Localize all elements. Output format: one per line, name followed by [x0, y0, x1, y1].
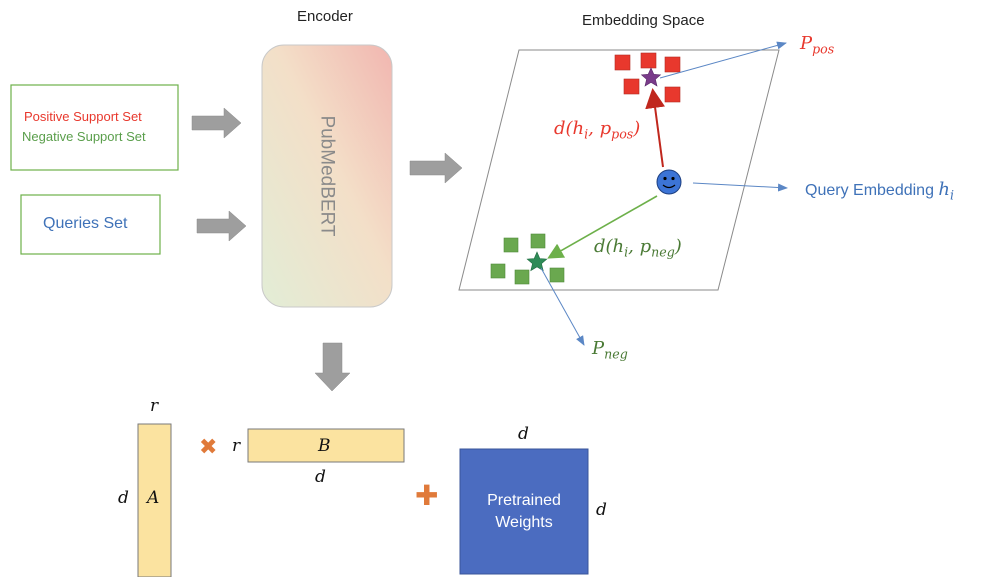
negative-cluster — [490, 233, 565, 285]
distance-positive-label: d(hi, ppos) — [554, 118, 641, 142]
plus-icon: ✚ — [415, 480, 439, 511]
arrow-queries-to-encoder — [196, 210, 247, 242]
negative-prototype-star — [526, 251, 548, 272]
callout-arrow-query — [692, 182, 788, 192]
p-pos-main: P — [800, 33, 813, 54]
matrix-a-label: A — [147, 488, 160, 508]
positive-point — [614, 54, 631, 71]
matrix-b — [247, 428, 405, 463]
distance-arrow-positive — [645, 88, 666, 168]
negative-point — [514, 269, 530, 285]
dneg-post: ) — [674, 236, 682, 257]
distance-arrow-negative — [547, 195, 658, 259]
dneg-mid: , p — [628, 236, 652, 257]
weights-top-label: d — [518, 424, 529, 444]
callout-arrow-pneg — [540, 267, 585, 346]
pretrained-weights-text: Pretrained Weights — [460, 449, 588, 574]
positive-cluster — [614, 52, 681, 103]
matrix-b-label: B — [318, 436, 331, 456]
matrix-a — [137, 423, 172, 577]
p-neg-label: Pneg — [592, 338, 628, 362]
positive-point — [664, 56, 681, 73]
matrix-a-rows-label: d — [118, 488, 129, 508]
positive-point — [664, 86, 681, 103]
arrow-encoder-down — [314, 342, 351, 392]
p-pos-sub: pos — [812, 41, 835, 57]
distance-negative-label: d(hi, pneg) — [594, 236, 682, 260]
dneg-sub2: neg — [651, 244, 675, 260]
positive-point — [640, 52, 657, 69]
pretrained-weights-matrix — [459, 448, 589, 575]
encoder-block — [261, 44, 393, 308]
p-neg-sub: neg — [604, 346, 628, 362]
negative-point — [530, 233, 546, 249]
embedding-space-title: Embedding Space — [582, 12, 705, 29]
p-neg-main: P — [592, 338, 605, 359]
embedding-plane — [458, 49, 780, 291]
query-var-main: h — [938, 179, 951, 200]
matrix-b-rows-label: r — [232, 436, 241, 456]
dpos-pre: d(h — [554, 118, 585, 139]
negative-point — [490, 263, 506, 279]
query-embedding-label: Query Embedding hi — [805, 179, 955, 203]
matrix-a-cols-label: r — [150, 396, 159, 416]
arrow-encoder-to-space — [409, 152, 463, 184]
query-var-sub: i — [950, 187, 955, 203]
query-embedding-text: Query Embedding — [805, 182, 934, 199]
support-sets-box — [10, 84, 179, 171]
dpos-mid: , p — [588, 118, 612, 139]
positive-support-label: Positive Support Set — [24, 109, 142, 124]
encoder-title: Encoder — [297, 8, 353, 25]
negative-point — [503, 237, 519, 253]
weights-line2: Weights — [495, 513, 553, 531]
dpos-sub1: i — [584, 126, 589, 142]
weights-side-label: d — [596, 500, 607, 520]
dpos-post: ) — [633, 118, 641, 139]
positive-prototype-star — [640, 67, 662, 87]
negative-point — [549, 267, 565, 283]
dneg-sub1: i — [624, 244, 629, 260]
queries-label: Queries Set — [43, 215, 128, 232]
positive-point — [623, 78, 640, 95]
arrow-support-to-encoder — [191, 107, 242, 139]
gray-arrows — [191, 107, 463, 392]
dpos-sub2: pos — [611, 126, 634, 142]
callout-arrow-ppos — [659, 41, 787, 79]
negative-support-label: Negative Support Set — [22, 129, 146, 144]
weights-line1: Pretrained — [487, 491, 561, 509]
queries-box — [20, 194, 161, 255]
encoder-model-label: PubMedBERT — [316, 115, 338, 237]
query-embedding-icon — [656, 169, 682, 195]
multiply-icon: ✖ — [199, 434, 218, 459]
p-pos-label: Ppos — [800, 33, 835, 57]
matrix-b-cols-label: d — [315, 467, 326, 487]
dneg-pre: d(h — [594, 236, 625, 257]
